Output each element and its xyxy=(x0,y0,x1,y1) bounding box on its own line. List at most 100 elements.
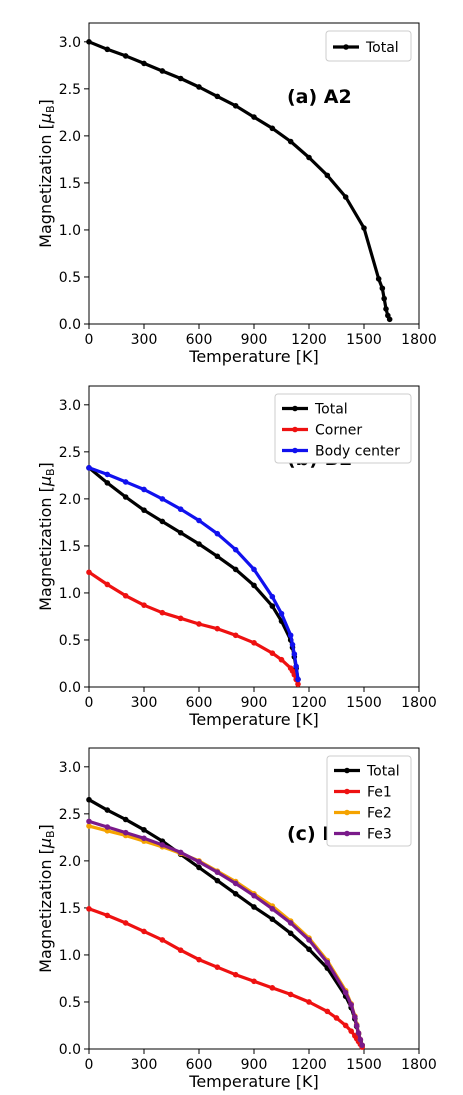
x-tick-label: 300 xyxy=(131,332,158,348)
data-point xyxy=(324,172,331,179)
y-tick-label: 1.5 xyxy=(59,176,81,192)
data-point xyxy=(122,829,129,836)
data-point xyxy=(214,964,221,970)
data-point xyxy=(177,947,184,954)
legend-label: Fe2 xyxy=(367,806,392,822)
data-point xyxy=(214,553,221,560)
data-point xyxy=(232,566,239,573)
data-point xyxy=(269,125,276,132)
legend: Total Corner Body center xyxy=(274,393,412,464)
data-point xyxy=(196,621,202,627)
x-axis-title: Temperature [K] xyxy=(188,347,318,366)
data-point xyxy=(269,593,276,600)
y-tick-label: 1.5 xyxy=(59,539,81,555)
legend-label: Body center xyxy=(315,444,400,460)
data-point xyxy=(232,971,239,978)
data-point xyxy=(353,1022,360,1029)
data-point xyxy=(333,1015,340,1021)
y-tick-label: 0.5 xyxy=(59,995,81,1011)
series-fe3 xyxy=(86,818,365,1049)
y-tick-label: 0.0 xyxy=(59,1042,81,1058)
data-point xyxy=(196,956,202,963)
data-point xyxy=(348,1001,354,1008)
data-point xyxy=(348,1028,354,1034)
data-point xyxy=(86,823,92,829)
data-point xyxy=(177,75,184,82)
data-point xyxy=(295,681,301,687)
x-tick-label: 1200 xyxy=(291,1057,327,1073)
data-point xyxy=(269,985,276,991)
data-point xyxy=(269,650,276,656)
data-point xyxy=(122,920,129,926)
x-tick-label: 1800 xyxy=(401,695,437,711)
y-tick-label: 0.0 xyxy=(59,680,81,696)
data-point xyxy=(86,465,92,471)
data-point xyxy=(232,546,239,553)
legend-label: Fe1 xyxy=(367,785,392,801)
data-point xyxy=(381,295,387,302)
data-point xyxy=(287,138,294,145)
data-point xyxy=(251,892,257,899)
data-point xyxy=(251,566,257,573)
data-point xyxy=(122,53,129,59)
data-point xyxy=(177,529,184,536)
data-point xyxy=(122,816,129,823)
data-point xyxy=(359,1042,365,1049)
data-point xyxy=(159,518,166,525)
data-point xyxy=(141,835,147,842)
series-total xyxy=(86,39,393,323)
data-point xyxy=(287,930,294,937)
data-point xyxy=(104,471,111,478)
legend-box xyxy=(325,30,412,62)
data-point xyxy=(159,496,166,502)
data-point xyxy=(269,916,276,922)
series-body-center xyxy=(86,465,301,683)
y-tick-label: 1.0 xyxy=(59,223,81,239)
legend-marker xyxy=(344,830,350,837)
data-point xyxy=(86,796,92,803)
data-point xyxy=(355,1030,362,1036)
x-tick-label: 0 xyxy=(85,1057,94,1073)
data-point xyxy=(141,602,147,608)
data-point xyxy=(104,807,111,813)
data-point xyxy=(251,904,257,910)
data-point xyxy=(278,610,285,617)
data-point xyxy=(159,842,166,848)
y-tick-label: 0.5 xyxy=(59,270,81,286)
x-axis-title: Temperature [K] xyxy=(188,1072,318,1091)
y-tick-label: 2.5 xyxy=(59,82,81,98)
chart-panel-3: 0 300 600 900 1200 1500 1800 0.0 0.5 1.0 1.5 2.0 2.5… xyxy=(36,747,437,1091)
data-point xyxy=(357,1036,364,1043)
data-point xyxy=(122,479,129,485)
data-point xyxy=(306,999,312,1005)
legend-marker xyxy=(344,767,350,774)
data-point xyxy=(306,937,312,943)
data-point xyxy=(159,937,166,943)
data-point xyxy=(251,114,257,120)
y-tick-label: 0.0 xyxy=(59,317,81,333)
x-tick-label: 900 xyxy=(241,332,268,348)
x-tick-label: 300 xyxy=(131,1057,158,1073)
data-point xyxy=(196,859,202,865)
x-tick-label: 300 xyxy=(131,695,158,711)
data-point xyxy=(342,194,349,200)
data-point xyxy=(295,676,301,683)
x-tick-label: 600 xyxy=(186,332,213,348)
data-point xyxy=(251,639,257,646)
x-tick-label: 1800 xyxy=(401,1057,437,1073)
legend-marker xyxy=(292,426,298,433)
data-point xyxy=(141,928,147,935)
y-tick-label: 2.5 xyxy=(59,807,81,823)
legend: Total xyxy=(325,30,412,62)
legend: Total Fe1 Fe2 Fe3 xyxy=(326,755,412,847)
y-tick-label: 0.5 xyxy=(59,633,81,649)
data-point xyxy=(375,276,382,282)
data-point xyxy=(232,632,239,639)
data-point xyxy=(141,827,147,833)
y-tick-label: 3.0 xyxy=(59,760,81,776)
x-tick-label: 0 xyxy=(85,332,94,348)
data-point xyxy=(86,569,92,576)
data-point xyxy=(104,480,111,486)
data-point xyxy=(214,530,221,537)
data-point xyxy=(269,603,276,609)
